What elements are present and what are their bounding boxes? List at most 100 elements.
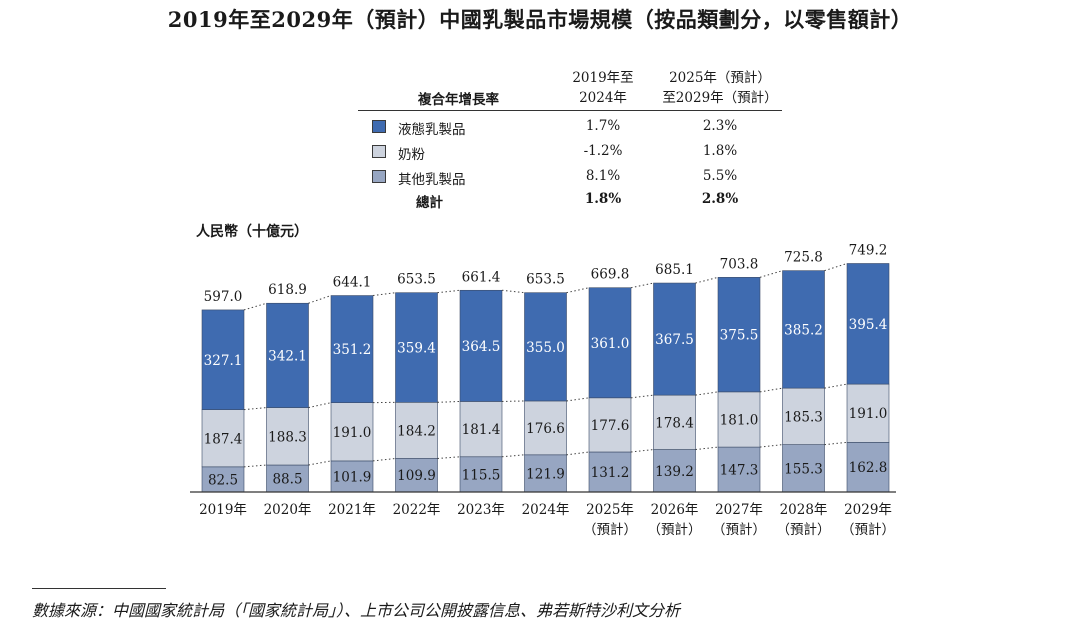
bar-total-label: 661.4: [462, 269, 501, 285]
bar-total-label: 685.1: [655, 262, 694, 278]
x-tick-label: 2021年: [328, 502, 376, 518]
bar-segment: [846, 442, 890, 493]
x-tick-label: 2026年: [651, 502, 699, 518]
legend-label-liquid: 液態乳製品: [398, 122, 466, 138]
bar-value-label: 121.9: [526, 466, 565, 482]
x-tick-label: 2023年: [457, 502, 505, 518]
cagr-col2-header: 2025年（預計） 至2029年（預計）: [658, 68, 782, 108]
bar-total-label: 703.8: [720, 256, 759, 272]
bar-value-label: 359.4: [397, 340, 436, 356]
connector-line: [630, 282, 654, 289]
cagr-table: 複合年增長率 2019年至 2024年 2025年（預計） 至2029年（預計）…: [358, 66, 782, 213]
bar-segment: [201, 466, 245, 493]
bar-segment: [524, 400, 567, 456]
connector-line: [243, 464, 267, 468]
bar-segment: [330, 402, 374, 462]
x-tick-sublabel: （預計）: [648, 522, 702, 538]
connector-line: [372, 292, 396, 297]
x-tick-label: 2029年: [844, 502, 892, 518]
bar-segment: [653, 282, 696, 396]
bar-value-label: 185.3: [784, 409, 823, 425]
bar-total-label: 653.5: [397, 272, 436, 288]
bar-segment: [588, 397, 632, 453]
connector-line: [695, 446, 719, 451]
source-divider: [32, 588, 166, 589]
bar-total-label: 749.2: [849, 242, 888, 258]
cagr-value: 8.1%: [585, 168, 621, 184]
bar-segment: [717, 446, 761, 493]
bar-segment: [459, 401, 503, 458]
cagr-col1-header: 2019年至 2024年: [548, 68, 658, 108]
connector-line: [243, 302, 267, 311]
bar-segment: [588, 287, 632, 399]
bar-segment: [395, 458, 438, 493]
bar-value-label: 147.3: [720, 463, 759, 479]
x-tick-sublabel: （預計）: [841, 522, 895, 538]
bar-segment: [524, 292, 567, 402]
connector-line: [566, 287, 590, 294]
bar-value-label: 162.8: [849, 460, 888, 476]
y-axis-unit-label: 人民幣（十億元）: [196, 224, 308, 240]
cagr-value: 5.5%: [702, 168, 738, 184]
bar-value-label: 177.6: [591, 418, 630, 434]
bar-value-label: 131.2: [591, 465, 630, 481]
cagr-value: 1.8%: [584, 191, 622, 207]
x-tick-label: 2027年: [715, 502, 763, 518]
cagr-total-label: 總計: [416, 195, 443, 211]
cagr-row-total: 總計 1.8% 2.8%: [358, 189, 782, 213]
connector-line: [308, 295, 332, 304]
bar-value-label: 385.2: [784, 322, 823, 338]
connector-line: [437, 289, 461, 294]
cagr-table-header: 複合年增長率 2019年至 2024年 2025年（預計） 至2029年（預計）: [358, 66, 782, 111]
legend-label-powder: 奶粉: [398, 147, 425, 163]
connector-line: [695, 276, 719, 284]
cagr-value: -1.2%: [583, 143, 623, 159]
bar-value-label: 181.0: [720, 412, 759, 428]
bar-segment: [653, 394, 696, 450]
bar-segment: [266, 407, 309, 466]
bar-total-label: 618.9: [268, 282, 307, 298]
cagr-header-label: 複合年增長率: [418, 92, 499, 108]
bar-segment: [717, 391, 761, 448]
bar-value-label: 367.5: [655, 332, 694, 348]
connector-line: [437, 456, 461, 459]
x-tick-sublabel: （預計）: [712, 522, 766, 538]
cagr-value: 2.8%: [701, 191, 739, 207]
connector-line: [308, 460, 332, 466]
stacked-bar-chart: 82.5 187.4 327.1 597.0 2019年 88.5 188.3 342.1 61…: [190, 242, 896, 538]
legend-swatch-liquid: [372, 120, 386, 133]
connector-line: [437, 400, 461, 403]
bar-value-label: 342.1: [268, 348, 307, 364]
connector-line: [759, 444, 783, 448]
x-tick-label: 2022年: [393, 502, 441, 518]
bar-value-label: 351.2: [333, 342, 372, 358]
cagr-col1-header-line1: 2019年至: [572, 70, 634, 86]
bar-value-label: 88.5: [272, 472, 302, 488]
bar-segment: [266, 464, 309, 493]
bar-total-label: 669.8: [591, 267, 630, 283]
bar-segment: [330, 295, 374, 403]
connector-line: [501, 289, 525, 294]
bar-value-label: 364.5: [462, 339, 501, 355]
bar-segment: [395, 292, 438, 403]
bar-segment: [459, 289, 503, 402]
bar-segment: [524, 454, 567, 493]
bar-value-label: 191.0: [333, 425, 372, 441]
connector-line: [308, 402, 332, 409]
bar-value-label: 139.2: [655, 464, 694, 480]
chart-title: 2019年至2029年（預計）中國乳製品市場規模（按品類劃分，以零售額計）: [167, 7, 913, 32]
legend-label-other: 其他乳製品: [398, 172, 466, 188]
bar-segment: [782, 387, 825, 445]
bar-value-label: 187.4: [204, 431, 243, 447]
bar-segment: [846, 383, 890, 443]
connector-line: [630, 449, 654, 453]
x-tick-sublabel: （預計）: [777, 522, 831, 538]
bar-value-label: 375.5: [720, 328, 759, 344]
x-tick-label: 2020年: [264, 502, 312, 518]
bar-total-label: 725.8: [784, 250, 823, 266]
bar-segment: [395, 401, 438, 459]
connector-line: [630, 394, 654, 399]
x-tick-label: 2019年: [199, 502, 247, 518]
bar-total-label: 653.5: [526, 272, 565, 288]
connector-line: [243, 407, 267, 411]
